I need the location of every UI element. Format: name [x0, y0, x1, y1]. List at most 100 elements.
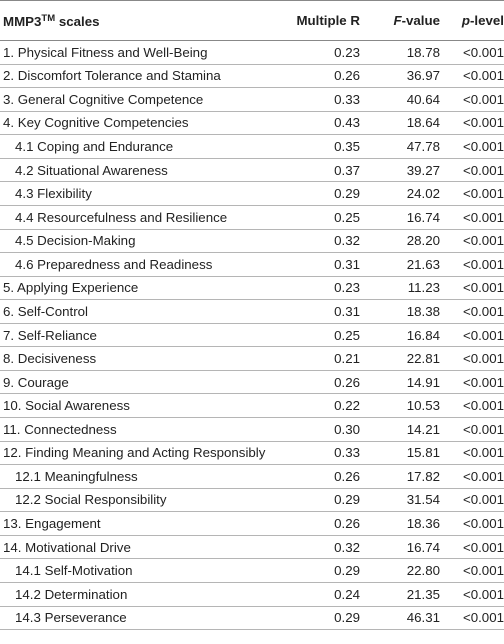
row-p-level: <0.001 — [442, 229, 504, 254]
table-row: 12.1 Meaningfulness 0.26 17.82 <0.001 — [0, 464, 504, 489]
row-p-level: <0.001 — [442, 181, 504, 206]
row-multiple-r: 0.33 — [282, 441, 362, 466]
row-label: 5. Applying Experience — [0, 276, 282, 301]
table-body: 1. Physical Fitness and Well-Being 0.23 18… — [0, 40, 504, 631]
table-row: 4.5 Decision-Making 0.32 28.20 <0.001 — [0, 229, 504, 254]
row-multiple-r: 0.23 — [282, 276, 362, 301]
row-multiple-r: 0.25 — [282, 205, 362, 230]
row-f-value: 17.82 — [362, 464, 442, 489]
row-label: 12.2 Social Responsibility — [0, 488, 282, 513]
table-row: 8. Decisiveness 0.21 22.81 <0.001 — [0, 346, 504, 371]
row-f-value: 18.78 — [362, 40, 442, 65]
header-multiple-r: Multiple R — [282, 0, 362, 41]
row-multiple-r: 0.43 — [282, 111, 362, 136]
table-header: MMP3TM scales Multiple R F-value p-level — [0, 0, 504, 41]
row-label: 4.1 Coping and Endurance — [0, 134, 282, 159]
row-p-level: <0.001 — [442, 40, 504, 65]
row-multiple-r: 0.29 — [282, 606, 362, 631]
row-f-value: 18.64 — [362, 111, 442, 136]
row-p-level: <0.001 — [442, 64, 504, 89]
row-label: 10. Social Awareness — [0, 393, 282, 418]
table-row: 3. General Cognitive Competence 0.33 40.64… — [0, 87, 504, 112]
header-p-italic: p — [461, 13, 470, 28]
row-label: 14. Motivational Drive — [0, 535, 282, 560]
row-p-level: <0.001 — [442, 134, 504, 159]
row-label: 9. Courage — [0, 370, 282, 395]
table-row: 1. Physical Fitness and Well-Being 0.23 18… — [0, 40, 504, 65]
row-label: 11. Connectedness — [0, 417, 282, 442]
row-multiple-r: 0.22 — [282, 393, 362, 418]
table-row: 5. Applying Experience 0.23 11.23 <0.001 — [0, 276, 504, 301]
row-f-value: 36.97 — [362, 64, 442, 89]
table-row: 13. Engagement 0.26 18.36 <0.001 — [0, 511, 504, 536]
header-scales: MMP3TM scales — [0, 0, 282, 41]
row-f-value: 14.91 — [362, 370, 442, 395]
row-p-level: <0.001 — [442, 558, 504, 583]
row-label: 7. Self-Reliance — [0, 323, 282, 348]
row-f-value: 39.27 — [362, 158, 442, 183]
row-p-level: <0.001 — [442, 535, 504, 560]
table-row: 2. Discomfort Tolerance and Stamina 0.26 3… — [0, 64, 504, 89]
header-p-rest: -level — [469, 13, 504, 28]
row-p-level: <0.001 — [442, 417, 504, 442]
table-row: 4. Key Cognitive Competencies 0.43 18.64 <0… — [0, 111, 504, 136]
row-p-level: <0.001 — [442, 252, 504, 277]
row-multiple-r: 0.32 — [282, 535, 362, 560]
table-row: 12. Finding Meaning and Acting Responsib… — [0, 441, 504, 466]
row-label: 4. Key Cognitive Competencies — [0, 111, 282, 136]
row-p-level: <0.001 — [442, 464, 504, 489]
header-scales-rest: scales — [55, 13, 100, 29]
row-multiple-r: 0.23 — [282, 40, 362, 65]
row-multiple-r: 0.32 — [282, 229, 362, 254]
table-row: 6. Self-Control 0.31 18.38 <0.001 — [0, 299, 504, 324]
row-f-value: 15.81 — [362, 441, 442, 466]
row-multiple-r: 0.37 — [282, 158, 362, 183]
table-row: 14.1 Self-Motivation 0.29 22.80 <0.001 — [0, 558, 504, 583]
table-row: 14.2 Determination 0.24 21.35 <0.001 — [0, 582, 504, 607]
header-p-level: p-level — [442, 0, 504, 41]
row-p-level: <0.001 — [442, 370, 504, 395]
header-scales-main: MMP3 — [3, 13, 42, 29]
row-label: 1. Physical Fitness and Well-Being — [0, 40, 282, 65]
row-label: 13. Engagement — [0, 511, 282, 536]
row-label: 4.6 Preparedness and Readiness — [0, 252, 282, 277]
row-label: 14.3 Perseverance — [0, 606, 282, 631]
table-row: 4.1 Coping and Endurance 0.35 47.78 <0.001 — [0, 134, 504, 159]
row-f-value: 46.31 — [362, 606, 442, 631]
table-row: 4.6 Preparedness and Readiness 0.31 21.63 <… — [0, 252, 504, 277]
row-f-value: 18.36 — [362, 511, 442, 536]
table-row: 14. Motivational Drive 0.32 16.74 <0.001 — [0, 535, 504, 560]
row-f-value: 16.74 — [362, 535, 442, 560]
row-p-level: <0.001 — [442, 111, 504, 136]
row-label: 3. General Cognitive Competence — [0, 87, 282, 112]
row-label: 14.2 Determination — [0, 582, 282, 607]
row-label: 6. Self-Control — [0, 299, 282, 324]
row-multiple-r: 0.26 — [282, 64, 362, 89]
row-f-value: 28.20 — [362, 229, 442, 254]
row-p-level: <0.001 — [442, 582, 504, 607]
row-multiple-r: 0.25 — [282, 323, 362, 348]
row-label: 8. Decisiveness — [0, 346, 282, 371]
row-p-level: <0.001 — [442, 511, 504, 536]
row-f-value: 18.38 — [362, 299, 442, 324]
row-f-value: 10.53 — [362, 393, 442, 418]
row-multiple-r: 0.35 — [282, 134, 362, 159]
header-f-italic: F — [393, 13, 402, 28]
row-f-value: 16.84 — [362, 323, 442, 348]
row-p-level: <0.001 — [442, 158, 504, 183]
row-multiple-r: 0.33 — [282, 87, 362, 112]
row-f-value: 47.78 — [362, 134, 442, 159]
row-f-value: 21.35 — [362, 582, 442, 607]
table-row: 4.2 Situational Awareness 0.37 39.27 <0.001 — [0, 158, 504, 183]
row-f-value: 31.54 — [362, 488, 442, 513]
row-multiple-r: 0.29 — [282, 488, 362, 513]
row-p-level: <0.001 — [442, 205, 504, 230]
table-row: 14.3 Perseverance 0.29 46.31 <0.001 — [0, 606, 504, 631]
row-p-level: <0.001 — [442, 441, 504, 466]
row-p-level: <0.001 — [442, 346, 504, 371]
row-multiple-r: 0.24 — [282, 582, 362, 607]
row-multiple-r: 0.31 — [282, 299, 362, 324]
table-row: 10. Social Awareness 0.22 10.53 <0.001 — [0, 393, 504, 418]
row-label: 2. Discomfort Tolerance and Stamina — [0, 64, 282, 89]
header-f-value: F-value — [362, 0, 442, 41]
